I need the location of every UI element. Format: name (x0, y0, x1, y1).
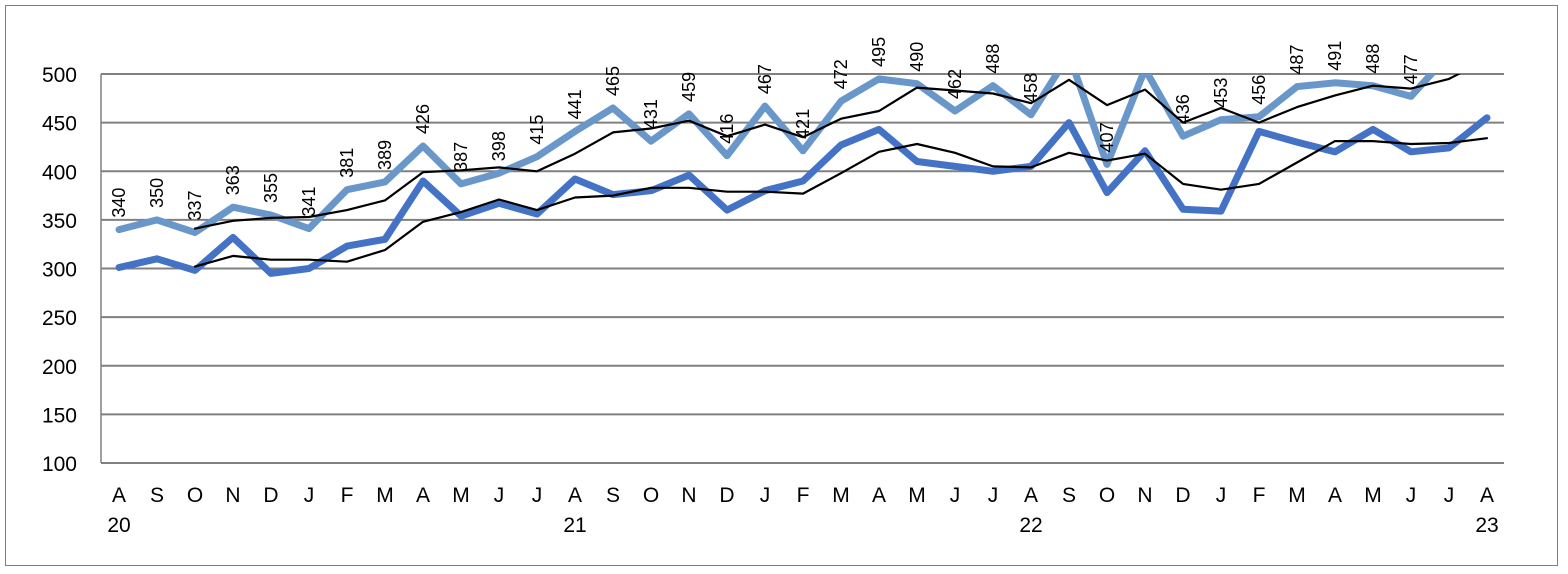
y-tick-label-250: 250 (42, 307, 77, 330)
series-line-1 (115, 74, 1437, 236)
series-line-4 (193, 137, 1489, 268)
data-label: 465 (603, 66, 623, 96)
y-tick-label-500: 500 (42, 64, 77, 87)
data-label: 407 (1097, 122, 1117, 152)
x-tick-label: N (681, 484, 696, 507)
x-tick-label: J (950, 484, 961, 507)
data-label: 350 (147, 178, 167, 208)
data-label: 472 (831, 59, 851, 89)
data-label: 488 (983, 44, 1003, 74)
series-line-3 (193, 74, 1461, 230)
data-label: 337 (185, 190, 205, 220)
x-tick-label: M (1288, 484, 1306, 507)
data-label: 467 (755, 64, 775, 94)
x-tick-label: J (304, 484, 315, 507)
data-label: 341 (299, 187, 319, 217)
x-tick-label: O (643, 484, 659, 507)
data-label: 355 (261, 173, 281, 203)
line-chart: 340 350 337 363 355 341 381 389 426 387 398 415 441 4… (42, 37, 1504, 537)
x-tick-label: F (797, 484, 810, 507)
x-tick-label: J (1216, 484, 1227, 507)
x-year-label-20: 20 (107, 514, 130, 537)
data-labels: 340 350 337 363 355 341 381 389 426 387 398 415 441 4… (109, 37, 1421, 221)
x-tick-label: M (832, 484, 850, 507)
data-label: 381 (337, 148, 357, 178)
x-tick-label: J (532, 484, 543, 507)
data-label: 387 (451, 142, 471, 172)
x-tick-label: A (1328, 484, 1342, 507)
data-label: 477 (1401, 54, 1421, 84)
y-tick-label-200: 200 (42, 356, 77, 379)
x-tick-label: M (376, 484, 394, 507)
data-label: 456 (1249, 75, 1269, 105)
data-label: 426 (413, 104, 433, 134)
data-label: 431 (641, 99, 661, 129)
series-line-2 (115, 114, 1491, 277)
x-tick-label: S (606, 484, 620, 507)
x-tick-label: J (1406, 484, 1417, 507)
y-axis-ticks: 100 150 200 250 300 350 400 450 500 (42, 64, 77, 476)
x-tick-label: D (719, 484, 734, 507)
x-tick-label: S (1062, 484, 1076, 507)
y-tick-label-350: 350 (42, 210, 77, 233)
x-year-label-23: 23 (1475, 514, 1498, 537)
x-tick-label: J (760, 484, 771, 507)
y-tick-label-450: 450 (42, 113, 77, 136)
data-label: 491 (1325, 41, 1345, 71)
x-tick-label: D (263, 484, 278, 507)
chart-frame: 340 350 337 363 355 341 381 389 426 387 398 415 441 4… (5, 5, 1558, 566)
data-label: 453 (1211, 78, 1231, 108)
data-label: 488 (1363, 44, 1383, 74)
x-tick-label: A (112, 484, 126, 507)
x-tick-label: D (1175, 484, 1190, 507)
x-tick-label: F (1253, 484, 1266, 507)
x-year-label-21: 21 (563, 514, 586, 537)
data-label: 415 (527, 115, 547, 145)
data-label: 490 (907, 42, 927, 72)
x-tick-label: M (1364, 484, 1382, 507)
data-label: 462 (945, 69, 965, 99)
y-tick-label-300: 300 (42, 259, 77, 282)
data-label: 416 (717, 114, 737, 144)
data-label: 459 (679, 72, 699, 102)
axes (100, 74, 1504, 464)
data-label: 495 (869, 37, 889, 67)
x-tick-label: M (452, 484, 470, 507)
x-tick-label: A (1024, 484, 1038, 507)
x-tick-label: N (225, 484, 240, 507)
data-label: 363 (223, 165, 243, 195)
data-label: 340 (109, 188, 129, 218)
x-tick-label: A (1480, 484, 1494, 507)
x-tick-label: O (1099, 484, 1115, 507)
x-tick-label: M (908, 484, 926, 507)
gridlines (101, 73, 1504, 416)
series-lines (115, 74, 1491, 277)
x-tick-label: A (872, 484, 886, 507)
x-tick-label: F (341, 484, 354, 507)
data-label: 398 (489, 131, 509, 161)
data-label: 421 (793, 109, 813, 139)
x-tick-label: A (416, 484, 430, 507)
x-tick-label: J (988, 484, 999, 507)
y-tick-label-150: 150 (42, 404, 77, 427)
y-tick-label-100: 100 (42, 453, 77, 476)
y-tick-label-400: 400 (42, 161, 77, 184)
data-label: 487 (1287, 45, 1307, 75)
x-tick-label: J (1444, 484, 1455, 507)
data-label: 436 (1173, 94, 1193, 124)
x-tick-label: O (187, 484, 203, 507)
x-year-label-22: 22 (1019, 514, 1042, 537)
data-label: 458 (1021, 73, 1041, 103)
data-label: 441 (565, 89, 585, 119)
x-tick-label: A (568, 484, 582, 507)
x-tick-label: S (150, 484, 164, 507)
x-tick-label: N (1137, 484, 1152, 507)
data-label: 389 (375, 140, 395, 170)
x-tick-label: J (494, 484, 505, 507)
x-axis-ticks: A S O N D J F M A M J J A S O N D J F M A M J J A S O N D J F M A M J J A20 2… (107, 484, 1498, 537)
